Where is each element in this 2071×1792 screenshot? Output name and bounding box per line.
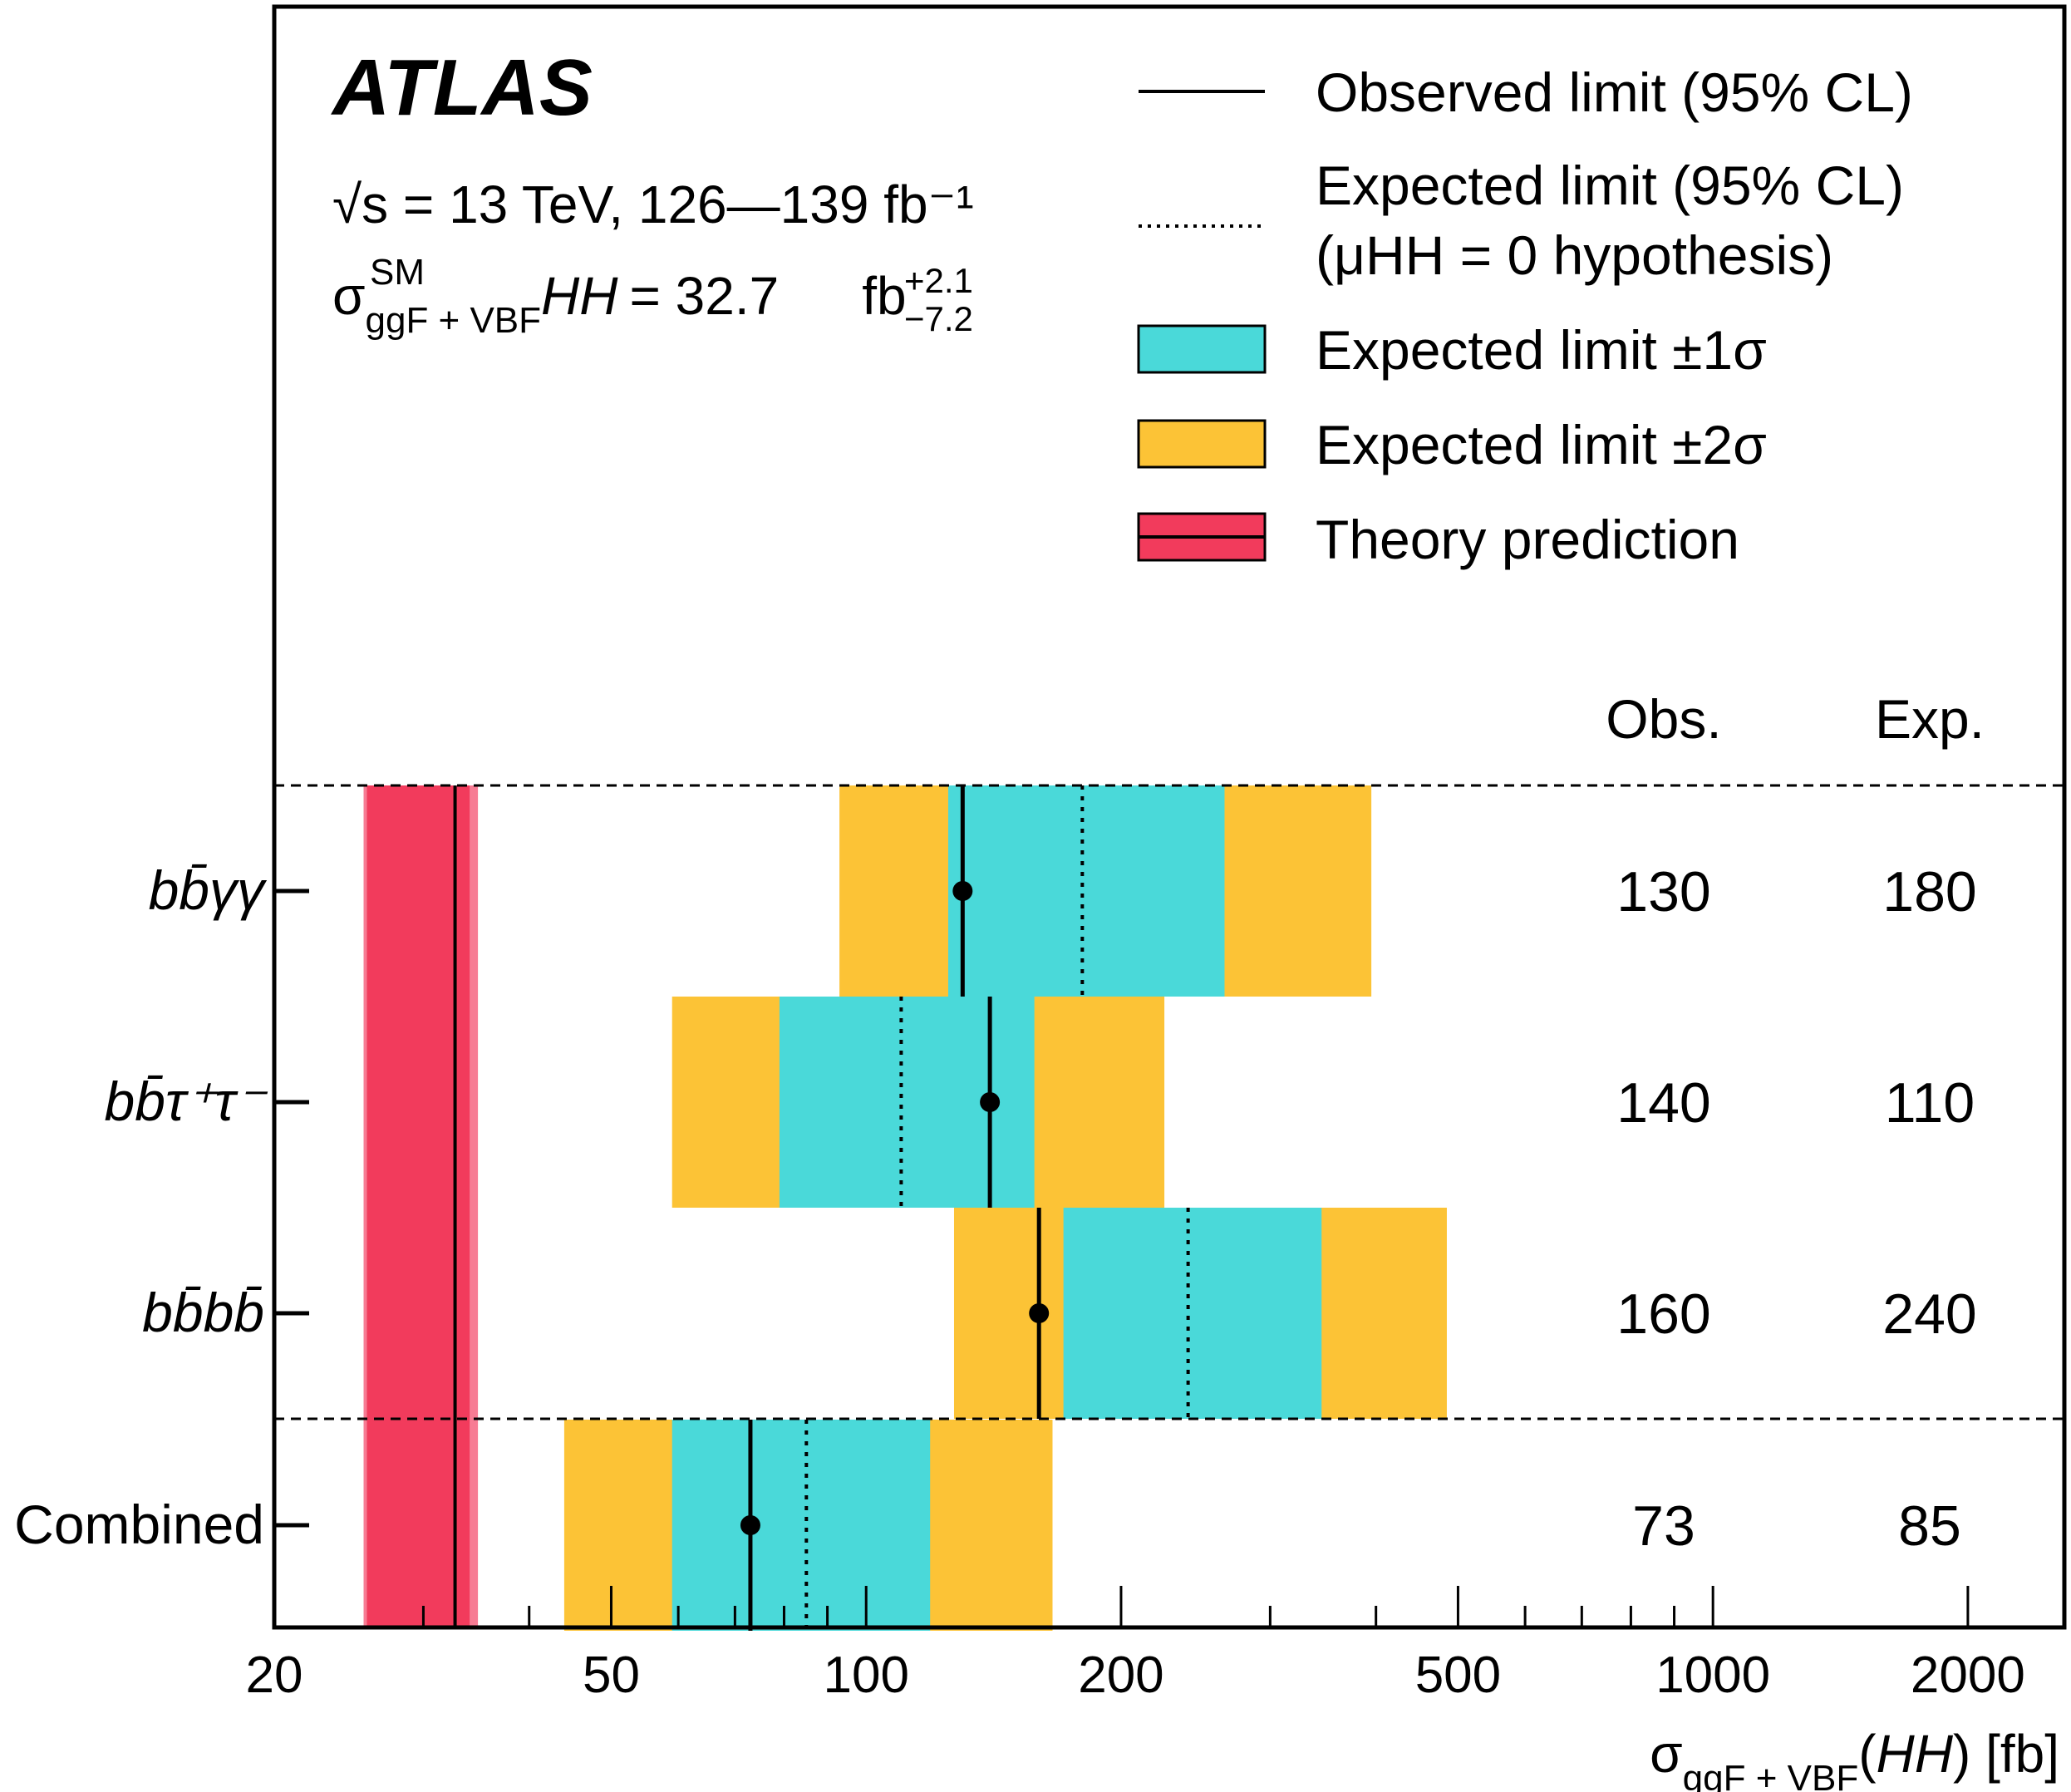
xsec-hh: HH	[541, 266, 618, 326]
x-tick-label-2000: 2000	[1911, 1647, 2025, 1704]
exp-value-row-1: 110	[1885, 1071, 1975, 1135]
legend-band1-swatch	[1137, 324, 1267, 374]
xsec-symbol: σ	[332, 266, 366, 326]
xsec-down: −7.2	[904, 299, 973, 338]
row-label-1: bb̄τ⁺τ⁻	[105, 1071, 269, 1132]
observed-limit-marker-row-0	[952, 881, 973, 901]
x-axis-hh: HH	[1877, 1724, 1954, 1784]
x-tick-label-20: 20	[246, 1647, 303, 1704]
x-tick-label-200: 200	[1078, 1647, 1163, 1704]
xsec-label: σggF + VBFHH = 32.7 fb	[332, 266, 907, 341]
exp-value-row-0: 180	[1882, 860, 1976, 923]
obs-value-row-2: 160	[1616, 1282, 1710, 1346]
obs-value-row-0: 130	[1616, 860, 1710, 923]
obs-value-row-1: 140	[1616, 1071, 1710, 1135]
x-axis-sigma: σ	[1650, 1724, 1683, 1784]
x-tick-label-1000: 1000	[1655, 1647, 1770, 1704]
bands-layer	[563, 785, 1447, 1631]
exp-value-row-2: 240	[1882, 1282, 1976, 1346]
legend-theory-label: Theory prediction	[1316, 509, 1739, 570]
legend: Observed limit (95% CL) Expected limit (…	[1137, 62, 1913, 570]
x-tick-label-50: 50	[583, 1647, 640, 1704]
x-tick-label-100: 100	[823, 1647, 908, 1704]
observed-limit-marker-row-2	[1029, 1303, 1050, 1323]
legend-band2-swatch	[1137, 419, 1267, 469]
row-label-2: bb̄bb̄	[142, 1282, 264, 1343]
x-axis-unit: [fb]	[1985, 1724, 2059, 1784]
xsec-unit: fb	[862, 266, 906, 326]
band-1sigma-row-0	[947, 785, 1225, 997]
observed-limit-marker-row-1	[980, 1092, 1001, 1112]
theory-band	[363, 785, 479, 1627]
value-columns: 130 180 140 110 160 240 73 85	[1616, 860, 1976, 1558]
exp-value-row-3: 85	[1898, 1494, 1961, 1558]
x-axis-label: σggF + VBF(HH) [fb]	[1650, 1724, 2059, 1792]
legend-expected-label: Expected limit (95% CL)	[1316, 155, 1904, 216]
band-1sigma-row-2	[1063, 1208, 1322, 1419]
x-tick-label-500: 500	[1415, 1647, 1501, 1704]
legend-band1-label: Expected limit ±1σ	[1316, 319, 1767, 381]
xsec-sub: ggF + VBF	[366, 300, 542, 341]
axis-ticks: 20 50 100 200 500 1000 2000	[246, 889, 2025, 1704]
atlas-label: ATLAS	[331, 43, 593, 132]
legend-observed-label: Observed limit (95% CL)	[1316, 62, 1913, 123]
limit-markers	[740, 785, 1190, 1631]
row-label-0: bb̄γγ	[149, 859, 268, 921]
x-axis-sub: ggF + VBF	[1683, 1758, 1859, 1792]
legend-band2-label: Expected limit ±2σ	[1316, 414, 1767, 475]
xsec-sup: SM	[370, 252, 425, 293]
energy-label: √s = 13 TeV, 126—139 fb⁻¹	[332, 175, 974, 234]
row-label-3: Combined	[14, 1494, 264, 1555]
band-1sigma-row-3	[671, 1420, 931, 1631]
row-labels: bb̄γγ bb̄τ⁺τ⁻ bb̄bb̄ Combined	[14, 859, 268, 1555]
obs-value-row-3: 73	[1632, 1494, 1695, 1558]
theory-band-fill	[366, 785, 470, 1627]
xsec-eq: = 32.7	[629, 266, 779, 326]
plot-frame	[272, 4, 2067, 1630]
xsec-up: +2.1	[904, 261, 973, 300]
observed-limit-marker-row-3	[740, 1515, 760, 1535]
legend-expected-label2: (μHH = 0 hypothesis)	[1316, 224, 1833, 286]
column-header-exp: Exp.	[1875, 688, 1985, 750]
column-header-obs: Obs.	[1606, 688, 1721, 750]
